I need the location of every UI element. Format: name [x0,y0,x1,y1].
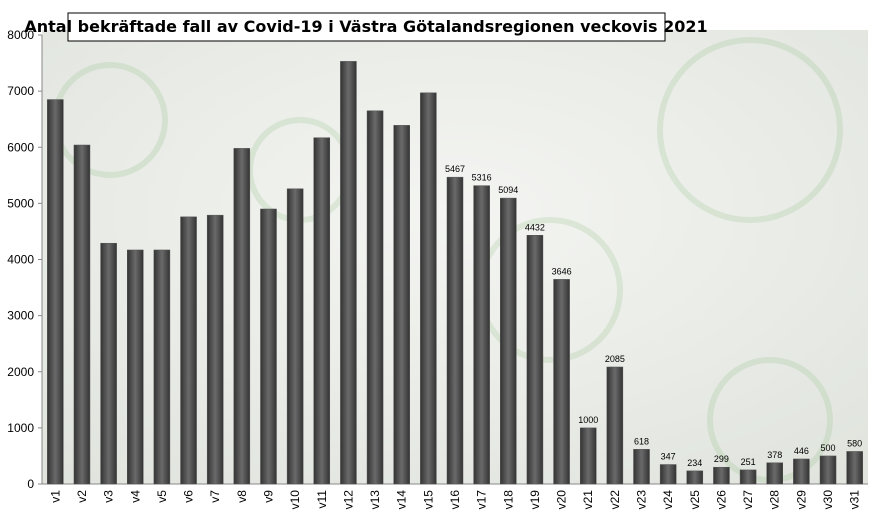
x-tick-label: v8 [235,490,249,503]
bar [766,462,783,485]
y-tick-label: 3000 [7,309,34,323]
x-tick-label: v26 [714,490,728,510]
bar [206,214,224,485]
bar [553,279,570,485]
bar [260,208,277,485]
value-label: 5094 [498,185,518,195]
value-label: 347 [661,452,676,462]
bar [686,470,704,485]
value-label: 5316 [472,173,492,183]
x-tick-label: v14 [395,490,409,510]
x-tick-label: v15 [421,490,435,510]
title-box [67,12,666,42]
x-tick-label: v24 [661,490,675,510]
value-label: 618 [634,436,649,446]
value-label: 251 [741,457,756,467]
value-label: 1000 [578,415,598,425]
value-label: 2085 [605,354,625,364]
bar [366,110,384,485]
y-tick-label: 0 [27,477,34,491]
chart-title: Antal bekräftade fall av Covid-19 i Väst… [24,17,707,36]
y-tick-label: 4000 [7,253,34,267]
x-tick-label: v5 [155,490,169,503]
bar [100,242,117,485]
value-label: 4432 [525,222,545,232]
bar [526,235,544,485]
x-tick-label: v22 [608,490,622,510]
y-tick-label: 2000 [7,365,34,379]
bar [180,216,197,485]
x-tick-label: v30 [821,490,835,510]
y-tick-label: 6000 [7,140,34,154]
x-tick-label: v17 [475,490,489,510]
x-tick-label: v12 [341,490,355,510]
bar [659,464,677,485]
x-tick-label: v11 [315,490,329,509]
bar [393,125,410,485]
x-tick-label: v29 [794,490,808,510]
bar [473,185,490,485]
x-tick-label: v20 [555,490,569,510]
value-label: 446 [794,446,809,456]
y-tick-label: 5000 [7,196,34,210]
bar [793,458,810,485]
bar [633,449,650,485]
x-tick-label: v4 [128,490,142,503]
value-label: 234 [687,458,702,468]
bar [47,99,64,485]
bar [606,366,624,485]
bar [73,144,91,485]
bar [313,137,331,485]
x-tick-label: v28 [768,490,782,510]
y-tick-label: 1000 [7,421,34,435]
bar [579,427,597,485]
y-tick-label: 7000 [7,84,34,98]
x-tick-label: v18 [501,490,515,510]
value-label: 580 [847,438,862,448]
value-label: 299 [714,454,729,464]
x-tick-label: v21 [581,490,595,510]
x-tick-label: v13 [368,490,382,510]
x-tick-label: v23 [635,490,649,510]
bar [713,466,730,485]
x-tick-label: v27 [741,490,755,510]
bar [446,176,464,485]
bar [420,92,437,485]
value-label: 378 [767,450,782,460]
value-label: 500 [821,443,836,453]
x-tick-label: v3 [102,490,116,503]
bar [819,455,837,485]
x-tick-label: v25 [688,490,702,510]
bar [500,197,517,485]
bar [153,249,171,485]
x-tick-label: v31 [848,490,862,510]
x-tick-label: v16 [448,490,462,510]
value-label: 3646 [552,266,572,276]
bar [846,451,863,485]
bar [340,61,357,485]
x-tick-label: v19 [528,490,542,510]
x-tick-label: v1 [48,490,62,503]
x-tick-label: v10 [288,490,302,510]
x-tick-label: v2 [75,490,89,503]
x-tick-label: v7 [208,490,222,503]
y-tick-label: 8000 [7,28,34,42]
bar [233,148,251,485]
x-tick-label: v9 [261,490,275,503]
bar [739,469,757,485]
value-label: 5467 [445,164,465,174]
x-tick-label: v6 [182,490,196,503]
bar [286,188,304,485]
bar [127,249,144,485]
